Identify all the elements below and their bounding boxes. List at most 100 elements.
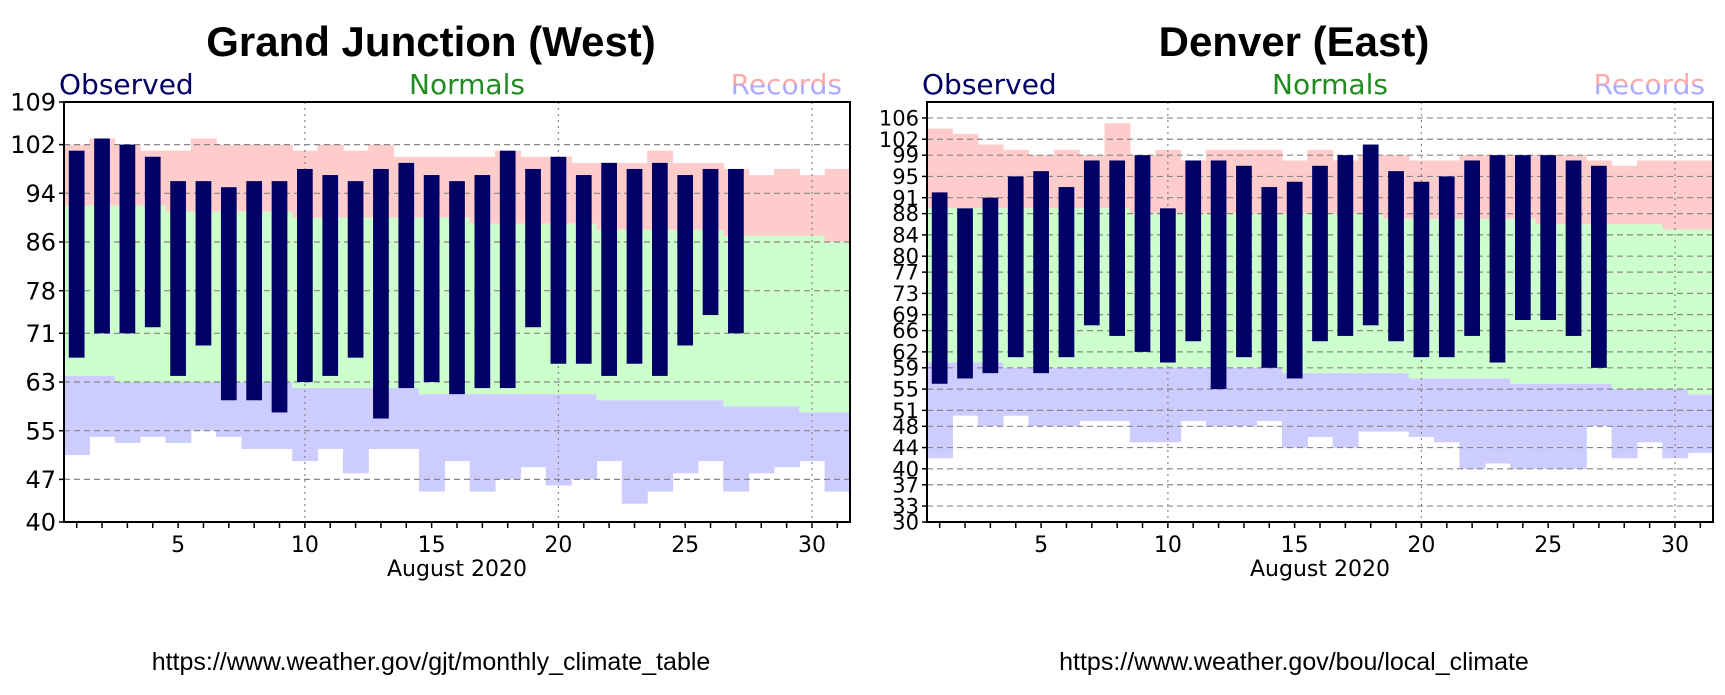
observed-bar <box>1286 181 1303 379</box>
chart-grand-junction: 40 47 55 63 71 78 86 94 102 109 5 10 15 20 25 30 August … <box>10 70 851 582</box>
observed-bar <box>1591 165 1607 368</box>
observed-bar <box>1185 160 1202 342</box>
y-tick-label: 62 <box>892 340 919 364</box>
observed-bar <box>651 162 668 376</box>
record-low-band <box>317 388 344 449</box>
record-high-band <box>748 175 775 236</box>
record-low-band <box>1408 378 1435 437</box>
record-low-band <box>1281 373 1308 448</box>
source-url: https://www.weather.gov/gjt/monthly_clim… <box>151 648 711 676</box>
record-high-band <box>1662 160 1689 230</box>
observed-bar <box>94 138 110 334</box>
normal-band <box>1636 224 1663 390</box>
y-tick-label: 47 <box>25 466 56 494</box>
y-tick-label: 40 <box>25 509 56 537</box>
observed-bar <box>322 175 339 376</box>
y-tick-label: 63 <box>25 369 56 397</box>
y-tick-label: 80 <box>892 245 919 269</box>
x-tick-label: 30 <box>1661 533 1689 558</box>
observed-bar <box>119 144 136 334</box>
observed-bar <box>601 162 617 376</box>
observed-bar <box>1160 208 1176 363</box>
y-tick-label: 94 <box>25 180 56 208</box>
observed-bar <box>1464 160 1480 336</box>
observed-bar <box>575 175 592 364</box>
observed-bar <box>423 175 440 382</box>
observed-bar <box>957 208 973 379</box>
record-low-band <box>140 382 167 437</box>
record-low-band <box>1586 383 1613 427</box>
observed-bar <box>1565 160 1582 336</box>
record-low-band <box>114 382 141 443</box>
observed-bar <box>68 150 85 358</box>
normal-band <box>1611 224 1638 390</box>
y-tick-label: 109 <box>10 89 56 117</box>
y-tick-label: 102 <box>879 128 919 152</box>
normal-band <box>748 235 775 407</box>
observed-bar <box>1514 155 1531 320</box>
record-low-band <box>1003 367 1030 416</box>
record-low-band <box>64 375 90 456</box>
record-low-band <box>1180 367 1207 421</box>
y-tick-label: 99 <box>892 144 919 168</box>
observed-bar <box>347 181 364 358</box>
observed-bar <box>1236 165 1252 358</box>
observed-bar <box>1134 155 1151 352</box>
record-low-band <box>1256 367 1283 421</box>
record-low-band <box>647 400 674 492</box>
x-axis-label: August 2020 <box>1250 557 1390 582</box>
record-low-band <box>1231 367 1258 427</box>
normal-band <box>1687 229 1714 395</box>
observed-bar <box>931 192 948 384</box>
legend-normals: Normals <box>1272 70 1388 101</box>
record-low-band <box>1687 394 1714 453</box>
observed-bar <box>1083 160 1100 326</box>
record-low-band <box>495 394 521 480</box>
record-low-band <box>1079 367 1106 421</box>
legend-observed: Observed <box>922 70 1057 101</box>
observed-bar <box>1337 155 1354 336</box>
record-high-band <box>1636 160 1663 225</box>
chart-panel-grand-junction: Grand Junction (West) 40 47 55 63 71 78 86 94 10… <box>0 0 862 695</box>
record-high-band <box>1687 160 1714 230</box>
x-axis-label: August 2020 <box>387 557 527 582</box>
observed-bar <box>246 181 263 401</box>
legend-records: Records <box>731 70 842 101</box>
record-low-band <box>1155 367 1182 443</box>
observed-bar <box>144 156 161 328</box>
observed-bar <box>1210 160 1227 390</box>
observed-bar <box>1058 187 1075 358</box>
observed-bar <box>1033 171 1049 374</box>
record-low-band <box>1129 367 1156 443</box>
record-low-band <box>1484 378 1511 464</box>
record-high-band <box>952 133 979 209</box>
chart-panel-denver: Denver (East) 30 33 37 40 44 48 51 55 59 62 66 69 73… <box>863 0 1725 695</box>
x-tick-label: 5 <box>171 533 185 558</box>
y-tick-label: 59 <box>892 356 919 380</box>
record-low-band <box>190 382 217 431</box>
y-tick-label: 30 <box>892 511 919 535</box>
y-tick-label: 78 <box>25 277 56 305</box>
record-low-band <box>1611 389 1638 459</box>
y-tick-label: 33 <box>892 495 919 519</box>
record-high-band <box>824 168 851 242</box>
record-low-band <box>799 412 826 462</box>
observed-bar <box>677 175 694 346</box>
y-tick-label: 55 <box>892 378 919 402</box>
x-tick-label: 10 <box>1154 533 1182 558</box>
observed-bar <box>195 181 212 346</box>
record-low-band <box>1104 367 1131 421</box>
x-tick-label: 10 <box>291 533 319 558</box>
record-low-band <box>393 388 420 449</box>
record-low-band <box>1636 389 1663 443</box>
y-tick-label: 71 <box>25 320 56 348</box>
record-low-band <box>1307 373 1334 437</box>
record-low-band <box>723 406 750 492</box>
observed-bar <box>1489 155 1506 363</box>
record-low-band <box>1332 373 1359 448</box>
record-low-band <box>292 388 319 462</box>
x-tick-label: 15 <box>418 533 446 558</box>
observed-bar <box>271 181 288 413</box>
record-low-band <box>418 394 445 492</box>
observed-bar <box>297 168 313 382</box>
